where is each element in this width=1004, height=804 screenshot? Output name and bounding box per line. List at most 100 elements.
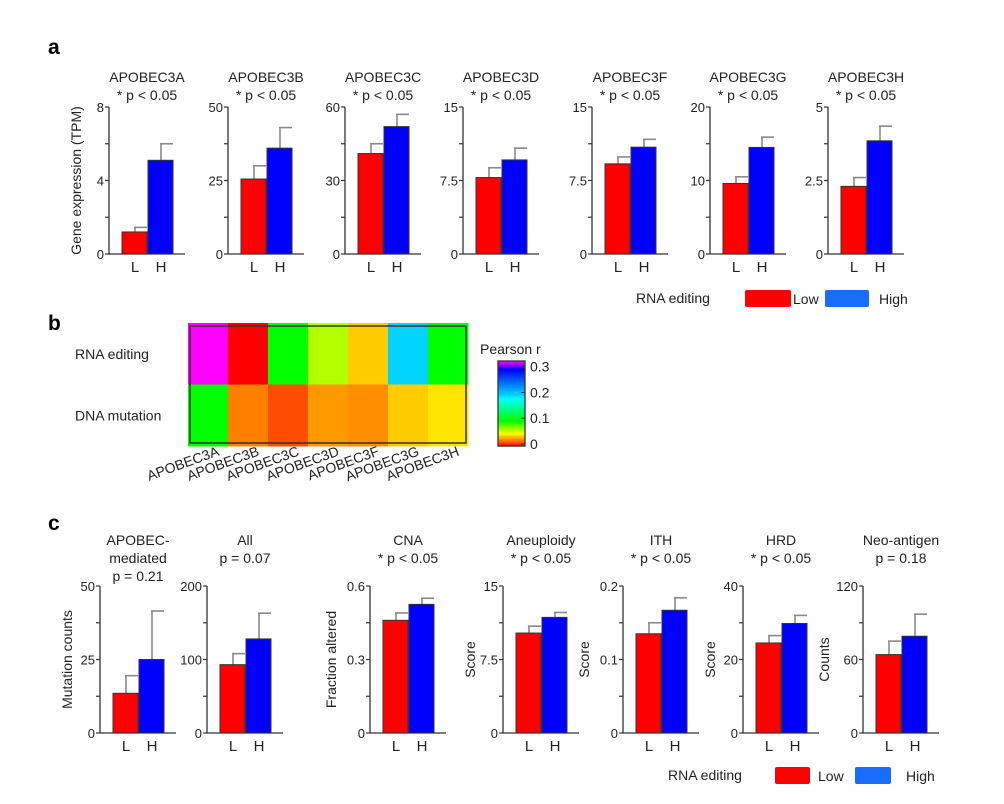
colorbar-tick-label: 0 xyxy=(530,436,538,452)
x-tick-label: L xyxy=(765,738,773,755)
colorbar-segment xyxy=(498,395,525,398)
colorbar-segment xyxy=(498,396,525,399)
colorbar-segment xyxy=(498,434,525,437)
colorbar-segment xyxy=(498,382,525,385)
x-tick-label: L xyxy=(229,738,237,755)
y-axis-label: Fraction altered xyxy=(323,611,339,708)
colorbar-segment xyxy=(498,437,525,440)
chart-title: Neo-antigen xyxy=(863,532,939,548)
chart-subtitle: * p < 0.05 xyxy=(236,87,297,103)
chart-title: CNA xyxy=(393,532,423,548)
y-tick-label: 0 xyxy=(88,726,95,741)
bar-H xyxy=(901,635,928,734)
colorbar: Pearson r 0 0.1 0.2 0.3 xyxy=(480,341,550,452)
chart-title: APOBEC3D xyxy=(463,69,539,85)
heatmap-cell xyxy=(228,323,269,385)
bar-L xyxy=(875,654,902,734)
y-tick-label: 0 xyxy=(451,247,458,262)
colorbar-tick-label: 0.2 xyxy=(530,384,550,400)
chart-title: HRD xyxy=(766,532,796,548)
bar-H xyxy=(147,159,174,255)
colorbar-segment xyxy=(498,423,525,426)
bar-L xyxy=(382,619,409,734)
chart-title: APOBEC- xyxy=(106,532,169,548)
y-tick-label: 0 xyxy=(731,726,738,741)
colorbar-segment xyxy=(498,370,525,373)
colorbar-segment xyxy=(498,380,525,383)
colorbar-segment xyxy=(498,385,525,388)
legend-a: RNA editing Low High xyxy=(636,290,908,307)
y-tick-label: 15 xyxy=(573,100,587,115)
colorbar-segment xyxy=(498,363,525,366)
chart-subtitle: p = 0.18 xyxy=(876,550,927,566)
y-tick-label: 20 xyxy=(724,653,738,668)
panel-label-c: c xyxy=(48,512,60,535)
y-tick-label: 100 xyxy=(180,653,202,668)
x-tick-label: H xyxy=(875,259,886,276)
y-tick-label: 7.5 xyxy=(440,174,458,189)
colorbar-segment xyxy=(498,441,525,444)
x-tick-label: L xyxy=(131,259,139,276)
bar-H xyxy=(138,659,165,734)
colorbar-segment xyxy=(498,407,525,410)
heatmap-cell xyxy=(388,384,429,447)
colorbar-segment xyxy=(498,376,525,379)
y-tick-label: 0.6 xyxy=(347,579,365,594)
y-axis-label: Counts xyxy=(816,637,832,681)
bar-L xyxy=(121,231,148,255)
bar-chart-hrd: HRD * p < 0.05 0 20 40 Score L H xyxy=(702,532,819,755)
y-axis-label: Mutation counts xyxy=(59,610,75,709)
bar-H xyxy=(541,616,568,734)
y-tick-label: 30 xyxy=(326,174,340,189)
colorbar-segment xyxy=(498,400,525,403)
colorbar-segment xyxy=(498,404,525,407)
y-tick-label: 10 xyxy=(691,174,705,189)
bar-H xyxy=(266,147,293,255)
bar-L xyxy=(219,664,246,734)
y-tick-label: 0 xyxy=(358,726,365,741)
legend-swatch-high xyxy=(855,767,891,784)
x-tick-label: H xyxy=(156,259,167,276)
x-tick-label: H xyxy=(550,738,561,755)
colorbar-segment xyxy=(498,403,525,406)
chart-subtitle: p = 0.07 xyxy=(220,550,271,566)
bar-chart-all: All p = 0.07 0 100 200 L H xyxy=(180,532,283,755)
chart-subtitle: * p < 0.05 xyxy=(600,87,661,103)
colorbar-segment xyxy=(498,410,525,413)
y-tick-label: 7.5 xyxy=(480,653,498,668)
chart-title: All xyxy=(237,532,253,548)
chart-subtitle: * p < 0.05 xyxy=(631,550,692,566)
colorbar-border xyxy=(497,360,526,447)
colorbar-segment xyxy=(498,414,525,417)
chart-title: APOBEC3A xyxy=(109,69,185,85)
legend-swatch-low xyxy=(745,290,791,307)
y-tick-label: 0 xyxy=(816,247,823,262)
bar-L xyxy=(604,163,631,255)
x-tick-label: L xyxy=(732,259,740,276)
legend-title: RNA editing xyxy=(636,290,710,306)
chart-subtitle: * p < 0.05 xyxy=(836,87,897,103)
colorbar-segment xyxy=(498,369,525,372)
legend-swatch-high xyxy=(825,290,869,307)
bar-L xyxy=(475,177,502,255)
y-tick-label: 4 xyxy=(97,174,104,189)
bar-H xyxy=(245,638,272,734)
y-tick-label: 25 xyxy=(209,174,223,189)
bar-H xyxy=(661,609,688,734)
bar-L xyxy=(240,178,267,255)
colorbar-segment xyxy=(498,424,525,427)
bar-chart-apobec3h: APOBEC3H * p < 0.05 0 2.5 5 L H xyxy=(805,69,904,276)
bar-H xyxy=(630,146,657,255)
colorbar-segment xyxy=(498,420,525,423)
x-tick-label: H xyxy=(392,259,403,276)
y-tick-label: 200 xyxy=(180,579,202,594)
chart-subtitle: * p < 0.05 xyxy=(117,87,178,103)
colorbar-segment xyxy=(498,366,525,369)
x-tick-label: H xyxy=(147,738,158,755)
x-tick-label: L xyxy=(122,738,130,755)
chart-title: APOBEC3B xyxy=(228,69,303,85)
y-axis-label: Score xyxy=(462,641,478,678)
chart-title: APOBEC3F xyxy=(593,69,668,85)
colorbar-segment xyxy=(498,402,525,405)
heatmap-cell xyxy=(188,323,229,385)
